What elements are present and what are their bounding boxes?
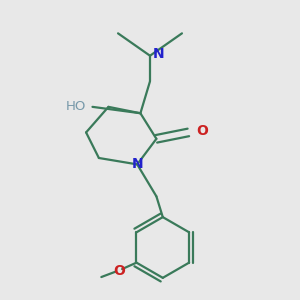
Text: O: O: [196, 124, 208, 138]
Text: N: N: [131, 158, 143, 171]
Text: N: N: [153, 47, 165, 61]
Text: O: O: [113, 264, 125, 278]
Text: HO: HO: [66, 100, 86, 113]
